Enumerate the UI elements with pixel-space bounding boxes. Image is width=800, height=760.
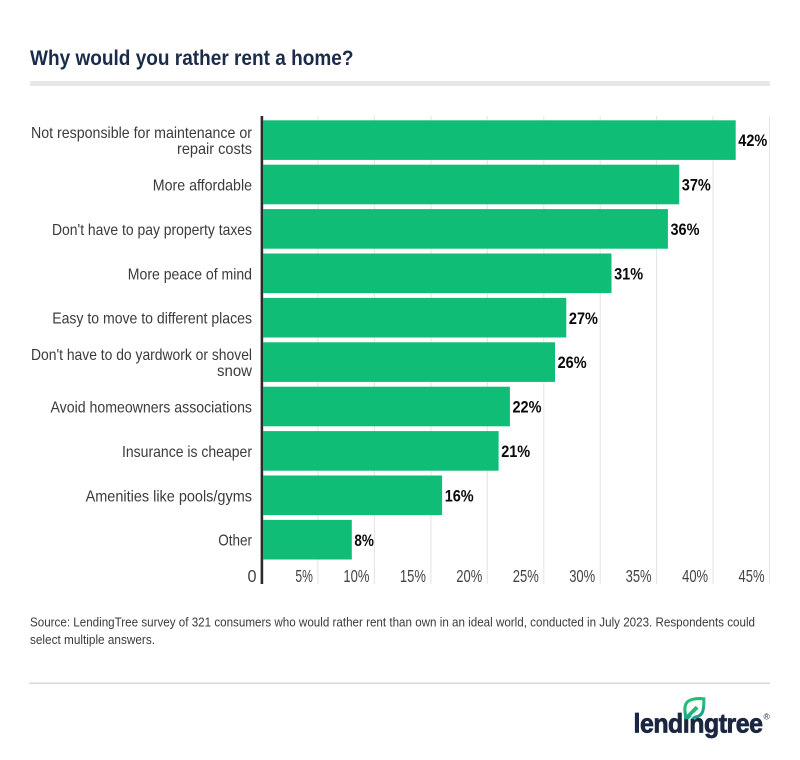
svg-text:45%: 45%: [739, 566, 765, 586]
svg-text:35%: 35%: [626, 566, 652, 586]
svg-text:20%: 20%: [456, 566, 482, 586]
svg-text:Amenities like pools/gyms: Amenities like pools/gyms: [86, 488, 252, 505]
svg-text:10%: 10%: [343, 566, 369, 586]
svg-text:8%: 8%: [354, 531, 374, 550]
svg-text:Don't have to do yardwork or s: Don't have to do yardwork or shovel: [31, 347, 252, 364]
svg-text:Not responsible for maintenanc: Not responsible for maintenance or: [31, 125, 253, 142]
svg-text:36%: 36%: [671, 220, 700, 239]
svg-text:26%: 26%: [558, 353, 587, 372]
svg-text:snow: snow: [217, 363, 252, 380]
svg-text:25%: 25%: [513, 566, 539, 586]
svg-text:27%: 27%: [569, 309, 598, 328]
svg-text:40%: 40%: [682, 566, 708, 586]
svg-text:Avoid homeowners associations: Avoid homeowners associations: [51, 400, 253, 417]
svg-text:repair costs: repair costs: [177, 141, 252, 158]
svg-text:42%: 42%: [738, 131, 767, 150]
svg-text:Easy to move to different plac: Easy to move to different places: [52, 311, 252, 328]
svg-text:Source: LendingTree survey of: Source: LendingTree survey of 321 consum…: [30, 615, 755, 630]
svg-text:30%: 30%: [569, 566, 595, 586]
svg-text:More peace of mind: More peace of mind: [128, 266, 252, 283]
svg-text:16%: 16%: [445, 486, 474, 505]
svg-text:select multiple answers.: select multiple answers.: [30, 632, 155, 647]
svg-text:®: ®: [764, 712, 771, 722]
svg-text:22%: 22%: [513, 398, 542, 417]
svg-text:0: 0: [248, 566, 257, 586]
svg-text:37%: 37%: [682, 176, 711, 195]
svg-text:Why would you rather rent a ho: Why would you rather rent a home?: [30, 46, 354, 70]
svg-text:Don't have to pay property tax: Don't have to pay property taxes: [52, 222, 252, 239]
svg-text:Insurance is cheaper: Insurance is cheaper: [122, 444, 253, 461]
svg-text:15%: 15%: [400, 566, 426, 586]
svg-text:5%: 5%: [295, 566, 313, 586]
svg-text:Other: Other: [218, 533, 252, 550]
svg-text:21%: 21%: [501, 442, 530, 461]
svg-text:31%: 31%: [614, 264, 643, 283]
svg-text:More affordable: More affordable: [153, 178, 252, 195]
